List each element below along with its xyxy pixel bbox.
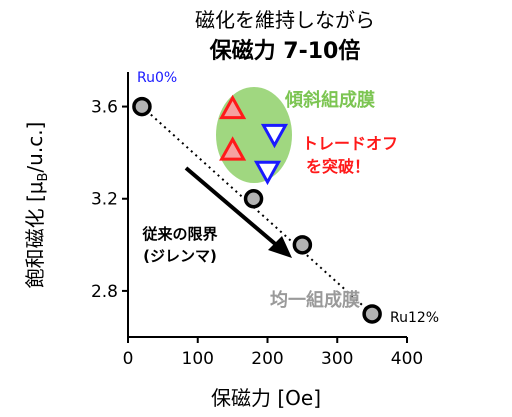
trend-line — [141, 105, 373, 315]
graded-point-up — [219, 136, 247, 161]
chart-title-line1: 磁化を維持しながら — [195, 8, 375, 32]
x-axis-label: 保磁力 [Oe] — [211, 386, 321, 410]
graded-series-up — [219, 94, 247, 161]
y-axis-label-tail: /u.c.] — [23, 122, 47, 173]
y-tick-label: 2.8 — [91, 282, 118, 302]
ru12-label: Ru12% — [390, 310, 439, 326]
tradeoff-text-line1: トレードオフ — [302, 134, 398, 153]
graded-point-down — [253, 160, 282, 186]
uniform-film-label: 均一組成膜 — [270, 289, 360, 311]
chart-title-line2: 保磁力 7-10倍 — [209, 38, 361, 64]
y-ticks: 2.8 3.2 3.6 — [91, 98, 128, 302]
uniform-series — [132, 96, 382, 324]
x-ticks: 0 100 200 300 400 — [123, 337, 423, 369]
uniform-point — [362, 304, 382, 324]
tradeoff-text-line2: を突破！ — [306, 157, 370, 176]
y-axis-label-main: 飽和磁化 [μ — [23, 181, 47, 288]
graded-point-up — [219, 94, 247, 120]
axes: 0 100 200 300 400 2.8 3.2 3.6 — [91, 72, 423, 369]
limit-text-line1: 従来の限界 — [141, 225, 217, 243]
graded-series-down — [253, 123, 289, 186]
y-axis-label: 飽和磁化 [μB/u.c.] — [23, 122, 51, 289]
x-tick-label: 400 — [391, 349, 423, 369]
x-tick-label: 200 — [251, 349, 283, 369]
uniform-point — [243, 188, 264, 209]
limit-arrow — [184, 166, 292, 258]
uniform-point — [132, 96, 152, 117]
y-axis-label-sub: B — [36, 173, 51, 182]
uniform-point — [292, 235, 313, 255]
x-tick-label: 100 — [182, 349, 214, 369]
x-tick-label: 300 — [321, 349, 353, 369]
x-tick-label: 0 — [123, 349, 134, 369]
limit-arrow-shaft — [184, 166, 282, 250]
limit-arrow-head — [268, 236, 292, 258]
graded-film-label: 傾斜組成膜 — [284, 89, 375, 111]
y-tick-label: 3.2 — [91, 190, 118, 210]
limit-text-line2: (ジレンマ) — [143, 247, 217, 265]
graded-point-down — [260, 123, 289, 149]
ru0-label: Ru0% — [137, 70, 177, 86]
y-tick-label: 3.6 — [91, 98, 118, 118]
